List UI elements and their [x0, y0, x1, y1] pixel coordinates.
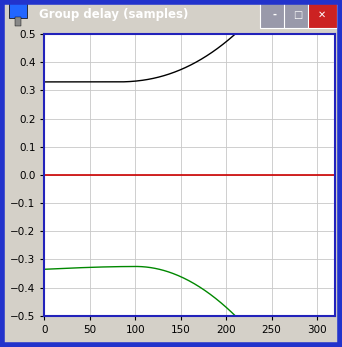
Bar [15, 17, 21, 26]
Text: ✕: ✕ [318, 10, 326, 20]
FancyBboxPatch shape [260, 3, 289, 28]
FancyBboxPatch shape [308, 3, 337, 28]
Bar [9, 1, 27, 18]
Text: Group delay (samples): Group delay (samples) [39, 8, 189, 21]
Text: -: - [272, 10, 276, 20]
Text: □: □ [293, 10, 303, 20]
FancyBboxPatch shape [284, 3, 313, 28]
